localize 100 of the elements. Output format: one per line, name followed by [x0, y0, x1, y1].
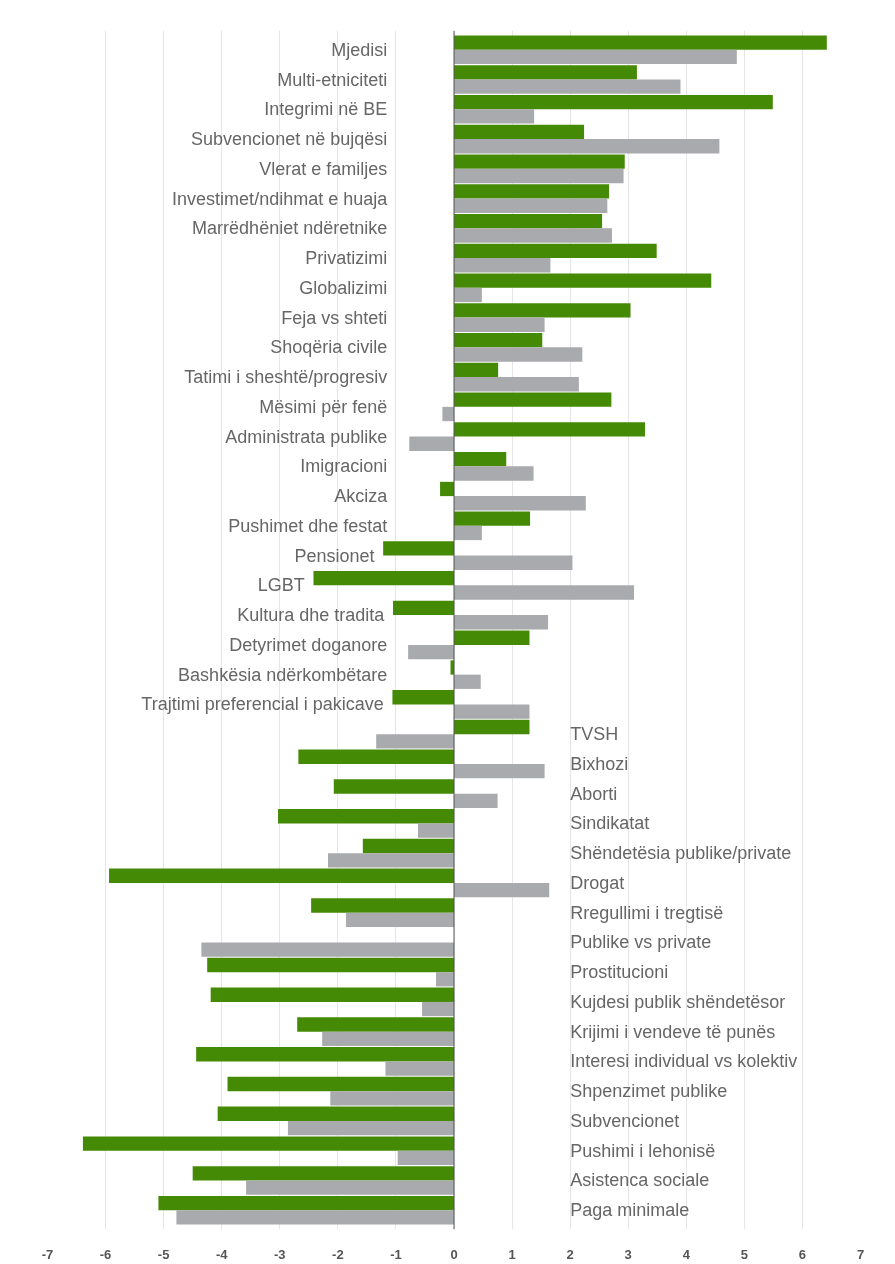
y-tick-label: Interesi individual vs kolektiv	[570, 1051, 798, 1072]
y-tick-label: Detyrimet doganore	[229, 634, 388, 655]
bar	[454, 333, 543, 348]
bar	[196, 1047, 454, 1062]
bar	[454, 377, 579, 392]
y-tick-label: Trajtimi preferencial i pakicave	[141, 694, 384, 715]
y-tick-label: Shpenzimet publike	[570, 1081, 728, 1102]
x-tick-label: -5	[157, 1246, 170, 1262]
bar	[454, 793, 498, 808]
y-tick-label: Imigracioni	[300, 456, 388, 477]
bar	[322, 1031, 454, 1046]
bar	[454, 496, 586, 511]
y-tick-label: Globalizimi	[299, 277, 388, 298]
bar	[454, 214, 603, 229]
y-tick-label: Kujdesi publik shëndetësor	[570, 991, 786, 1012]
bar	[397, 1150, 454, 1165]
bar	[383, 541, 454, 556]
x-tick-label: -3	[274, 1246, 286, 1262]
x-tick-label: -6	[99, 1246, 112, 1262]
bar	[454, 555, 573, 570]
bar	[454, 79, 681, 94]
bar	[454, 615, 549, 630]
bar	[440, 481, 454, 497]
y-tick-label: Vlerat e familjes	[259, 158, 388, 179]
bar	[109, 868, 454, 883]
bar	[442, 406, 454, 422]
y-tick-label: TVSH	[570, 724, 619, 745]
x-tick-label: -7	[41, 1246, 54, 1262]
bar	[454, 763, 545, 779]
y-tick-label: Administrata publike	[225, 426, 388, 447]
bar	[454, 49, 737, 65]
x-tick-label: -2	[332, 1246, 344, 1262]
bar	[454, 674, 481, 689]
bar	[210, 987, 454, 1002]
bar	[176, 1210, 454, 1225]
bar	[392, 690, 454, 705]
bar	[330, 1091, 454, 1106]
x-tick-label: 0	[450, 1246, 458, 1262]
bar	[311, 898, 454, 913]
bar	[454, 228, 612, 243]
bar	[287, 1120, 454, 1136]
bar	[393, 600, 454, 616]
y-tick-label: Aborti	[570, 783, 618, 804]
bar	[201, 942, 454, 957]
bar	[454, 392, 612, 407]
bar	[313, 571, 454, 586]
bar	[192, 1166, 454, 1181]
y-tick-label: Pensionet	[294, 545, 375, 566]
y-tick-label: Marrëdhëniet ndëretnike	[192, 218, 388, 239]
y-tick-label: Tatimi i sheshtë/progresiv	[184, 367, 388, 388]
y-tick-label: Feja vs shteti	[281, 307, 388, 328]
bar	[454, 704, 530, 719]
bar	[345, 912, 454, 927]
bar	[227, 1076, 454, 1092]
y-tick-label: Mësimi për fenë	[259, 396, 388, 417]
bar	[454, 168, 624, 184]
bar	[333, 779, 454, 794]
y-tick-label: Integrimi në BE	[264, 99, 388, 120]
y-tick-label: Kultura dhe tradita	[237, 605, 386, 626]
y-tick-label: Drogat	[570, 872, 625, 893]
bar	[454, 303, 631, 318]
bar	[454, 719, 530, 735]
bar	[454, 139, 720, 154]
y-tick-label: Investimet/ndihmat e huaja	[172, 188, 389, 209]
bar	[418, 823, 454, 838]
bar	[454, 525, 482, 541]
x-tick-label: 5	[740, 1246, 748, 1262]
y-tick-label: Shëndetësia publike/private	[570, 843, 792, 864]
y-tick-label: Subvencionet	[570, 1110, 680, 1131]
x-tick-label: -1	[390, 1246, 402, 1262]
bar	[454, 362, 499, 378]
bar	[454, 258, 551, 273]
bar	[217, 1106, 454, 1121]
bar	[454, 273, 712, 288]
x-tick-label: 4	[682, 1246, 691, 1262]
y-tick-label: Sindikatat	[570, 813, 650, 834]
bar	[376, 734, 454, 749]
bar	[454, 65, 637, 80]
x-tick-label: -4	[215, 1246, 229, 1262]
y-tick-label: Asistenca sociale	[570, 1170, 710, 1191]
y-tick-label: Privatizimi	[305, 248, 388, 269]
y-tick-label: Publike vs private	[570, 932, 712, 953]
bar	[454, 882, 550, 898]
y-tick-label: LGBT	[257, 575, 305, 596]
bar	[454, 154, 625, 169]
y-tick-label: Paga minimale	[570, 1200, 690, 1221]
bar	[454, 630, 530, 645]
bar	[298, 749, 454, 764]
x-tick-label: 2	[566, 1246, 574, 1262]
x-tick-label: 3	[624, 1246, 632, 1262]
y-tick-label: Krijimi i vendeve të punës	[570, 1021, 776, 1042]
x-tick-label: 6	[798, 1246, 807, 1262]
bar	[454, 35, 827, 50]
bar	[82, 1136, 454, 1151]
bar	[385, 1061, 454, 1076]
bar	[454, 585, 635, 600]
x-tick-label: 7	[856, 1246, 865, 1262]
y-tick-label: Bashkësia ndërkombëtare	[178, 664, 388, 685]
y-tick-label: Subvencionet në bujqësi	[191, 129, 388, 150]
bar	[454, 95, 773, 110]
